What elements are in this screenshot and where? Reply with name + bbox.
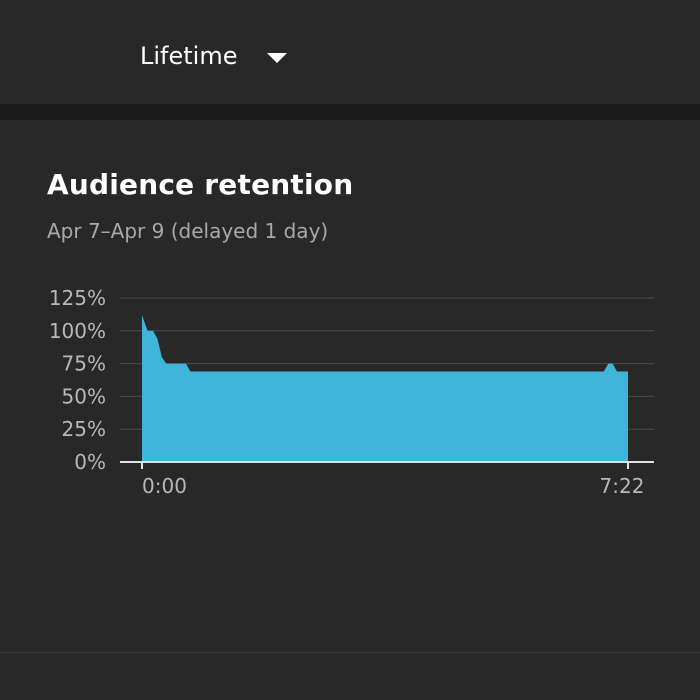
y-tick-label: 50% xyxy=(62,384,106,408)
y-tick-label: 125% xyxy=(49,286,106,310)
x-tick-label: 0:00 xyxy=(142,474,187,498)
retention-area-path xyxy=(142,315,628,462)
y-tick-label: 0% xyxy=(74,450,106,474)
y-tick-label: 100% xyxy=(49,319,106,343)
retention-area xyxy=(142,315,628,462)
y-tick-label: 25% xyxy=(62,417,106,441)
retention-chart: 0% 25% 50% 75% 100% 125% 0:00 7:22 xyxy=(49,286,654,498)
caret-down-icon xyxy=(267,53,288,63)
y-axis-ticks: 0% 25% 50% 75% 100% 125% xyxy=(49,286,106,474)
bottom-divider xyxy=(0,652,700,653)
card-subtitle: Apr 7–Apr 9 (delayed 1 day) xyxy=(47,219,329,243)
card-title: Audience retention xyxy=(47,168,354,201)
section-divider xyxy=(0,104,700,120)
x-axis-ticks: 0:00 7:22 xyxy=(141,462,645,498)
period-selector-label: Lifetime xyxy=(140,42,238,70)
top-bar: Lifetime xyxy=(0,0,700,104)
x-tick-label: 7:22 xyxy=(600,474,645,498)
y-tick-label: 75% xyxy=(62,352,106,376)
period-selector[interactable]: Lifetime xyxy=(140,36,288,76)
audience-retention-card: Audience retention Apr 7–Apr 9 (delayed … xyxy=(0,120,700,652)
